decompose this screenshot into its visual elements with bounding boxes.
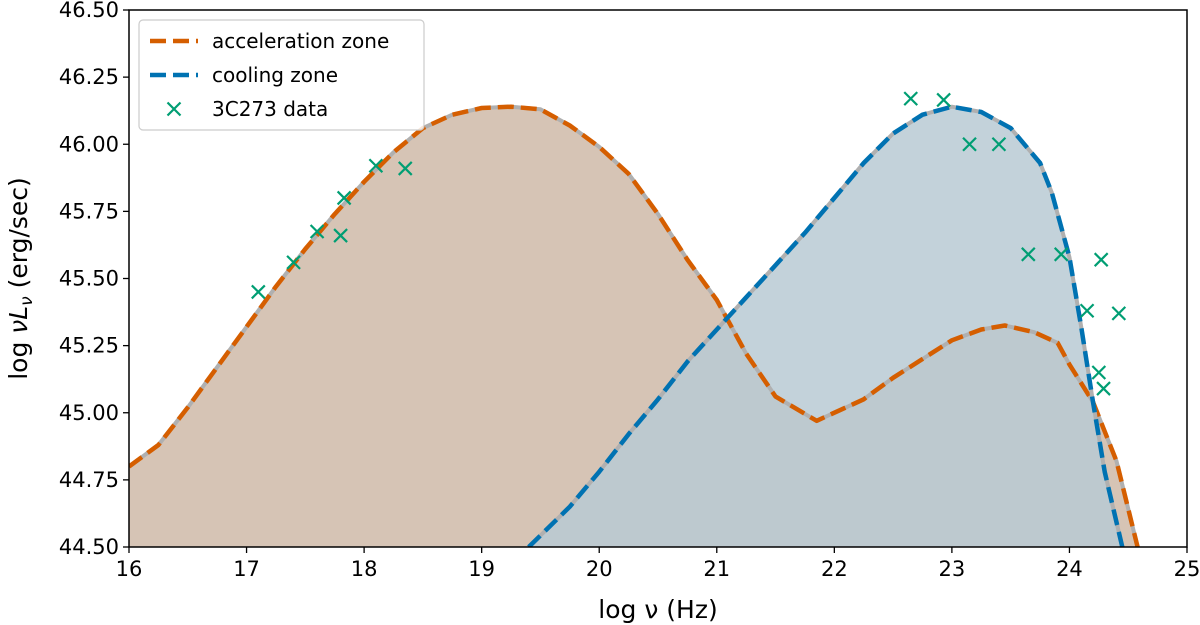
data-point xyxy=(903,91,919,106)
y-tick-label: 46.00 xyxy=(59,132,119,156)
x-tick-label: 19 xyxy=(468,557,495,581)
series-fills xyxy=(129,106,1138,547)
data-point xyxy=(309,224,325,239)
data-point xyxy=(1053,247,1069,262)
y-axis-label: log νLν (erg/sec) xyxy=(4,177,37,380)
legend-label-2: 3C273 data xyxy=(212,97,328,121)
x-tick-label: 18 xyxy=(351,557,378,581)
data-point xyxy=(397,161,413,176)
scatter-points xyxy=(251,91,1127,396)
y-axis-label-nu: ν xyxy=(4,320,33,334)
data-point xyxy=(333,228,348,243)
y-tick-label: 44.75 xyxy=(59,468,119,492)
x-tick-label: 23 xyxy=(939,557,966,581)
y-axis-label-sub: ν xyxy=(17,296,37,306)
legend-label-1: cooling zone xyxy=(212,63,338,87)
data-point xyxy=(251,284,266,300)
x-tick-label: 24 xyxy=(1056,557,1083,581)
y-axis-label-suffix: (erg/sec) xyxy=(4,177,33,296)
series-line-base-0 xyxy=(129,104,1140,547)
y-tick-label: 46.25 xyxy=(59,65,119,89)
data-point xyxy=(1093,252,1109,267)
x-axis-ticks: 16 17 18 19 20 21 22 23 24 25 xyxy=(116,547,1200,581)
data-point xyxy=(1021,247,1036,262)
y-tick-label: 45.25 xyxy=(59,334,119,358)
data-point xyxy=(286,255,301,270)
data-point xyxy=(1091,365,1107,380)
data-point xyxy=(936,92,951,108)
data-point xyxy=(368,158,384,174)
x-axis-label: log ν (Hz) xyxy=(598,595,717,624)
series-fill-1 xyxy=(528,106,1123,547)
data-point xyxy=(1111,306,1127,321)
series-lines xyxy=(129,104,1140,547)
x-tick-label: 17 xyxy=(233,557,260,581)
x-tick-label: 22 xyxy=(821,557,848,581)
data-point xyxy=(336,190,352,206)
legend-box xyxy=(138,19,425,131)
y-tick-label: 45.75 xyxy=(59,199,119,223)
series-line-1 xyxy=(527,104,1125,547)
data-point xyxy=(1096,381,1111,396)
data-point xyxy=(962,136,977,152)
y-axis-label-prefix: log xyxy=(4,334,33,380)
y-axis-ticks: 44.50 44.75 45.00 45.25 45.50 45.75 46.00 46.25… xyxy=(59,0,129,559)
data-point xyxy=(991,136,1007,152)
legend-label-0: acceleration zone xyxy=(212,29,389,53)
x-tick-label: 25 xyxy=(1174,557,1200,581)
y-axis-label-L: L xyxy=(4,306,33,320)
data-point xyxy=(1079,303,1095,318)
x-tick-label: 21 xyxy=(703,557,730,581)
x-tick-label: 16 xyxy=(116,557,143,581)
legend-swatch-2 xyxy=(166,101,182,117)
y-tick-label: 45.50 xyxy=(59,267,119,291)
legend: acceleration zone cooling zone 3C273 data xyxy=(138,19,425,131)
y-tick-label: 45.00 xyxy=(59,401,119,425)
y-tick-label: 46.50 xyxy=(59,0,119,22)
y-tick-label: 44.50 xyxy=(59,535,119,559)
x-tick-label: 20 xyxy=(586,557,613,581)
